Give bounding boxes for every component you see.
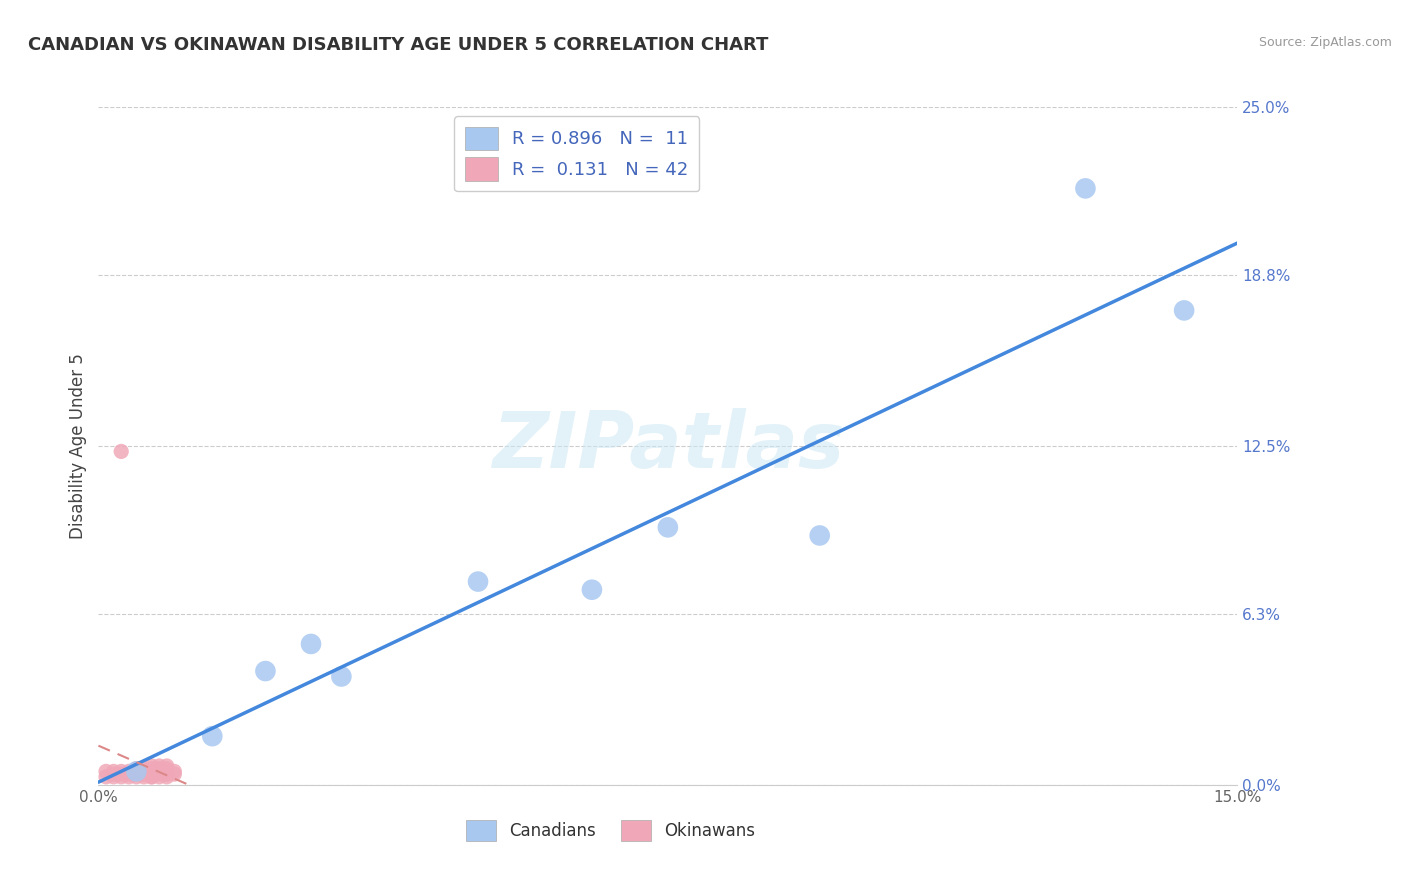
Point (141, 770, 163, 784)
Point (330, 669, 353, 683)
Point (94, 770, 117, 784)
Point (125, 767, 148, 781)
Point (148, 762, 170, 776)
Point (110, 767, 132, 781)
Point (148, 764, 170, 779)
Point (1074, 181, 1097, 195)
Point (148, 767, 170, 781)
Point (201, 729, 224, 743)
Point (467, 574, 489, 589)
Point (141, 759, 163, 773)
Point (254, 664, 277, 678)
Point (156, 767, 179, 781)
Point (132, 770, 155, 784)
Point (103, 770, 125, 784)
Point (657, 520, 679, 534)
Point (581, 582, 603, 597)
Text: CANADIAN VS OKINAWAN DISABILITY AGE UNDER 5 CORRELATION CHART: CANADIAN VS OKINAWAN DISABILITY AGE UNDE… (28, 36, 769, 54)
Point (808, 528, 831, 542)
Point (148, 759, 170, 773)
Point (141, 764, 163, 779)
Point (118, 767, 141, 781)
Point (110, 770, 132, 784)
Point (156, 759, 179, 773)
Point (156, 767, 179, 781)
Point (132, 762, 155, 776)
Point (103, 767, 125, 781)
Point (132, 764, 155, 779)
Point (125, 767, 148, 781)
Point (125, 762, 148, 776)
Point (141, 770, 163, 784)
Point (94, 764, 117, 779)
Point (110, 444, 132, 458)
Text: ZIPatlas: ZIPatlas (492, 408, 844, 484)
Point (148, 770, 170, 784)
Point (141, 767, 163, 781)
Point (163, 764, 186, 779)
Point (118, 764, 141, 779)
Point (156, 762, 179, 776)
Text: Source: ZipAtlas.com: Source: ZipAtlas.com (1258, 36, 1392, 49)
Point (125, 770, 148, 784)
Point (163, 767, 186, 781)
Point (156, 770, 179, 784)
Point (299, 637, 322, 651)
Point (132, 767, 155, 781)
Point (141, 767, 163, 781)
Point (141, 762, 163, 776)
Point (125, 764, 148, 779)
Point (110, 764, 132, 779)
Point (1173, 303, 1195, 318)
Point (132, 767, 155, 781)
Point (156, 764, 179, 779)
Legend: Canadians, Okinawans: Canadians, Okinawans (456, 810, 766, 851)
Point (141, 764, 163, 779)
Point (118, 770, 141, 784)
Point (103, 764, 125, 779)
Y-axis label: Disability Age Under 5: Disability Age Under 5 (69, 353, 87, 539)
Point (125, 764, 148, 779)
